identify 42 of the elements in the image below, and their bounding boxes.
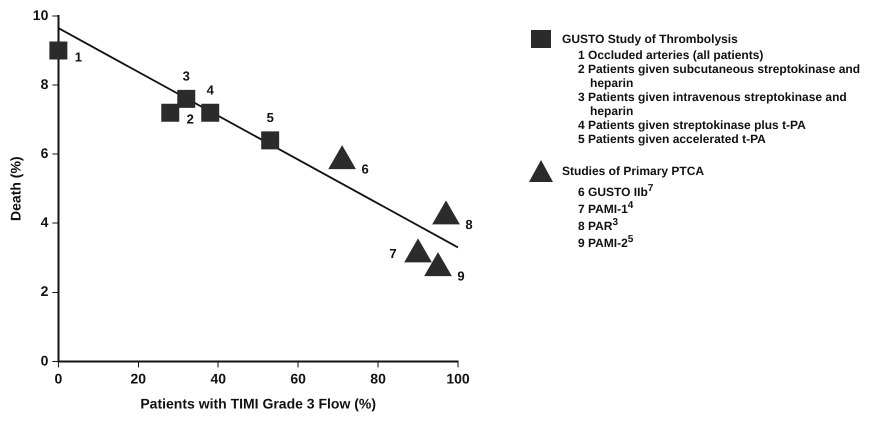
text: 6 GUSTO IIb$^{7}$ [578,182,654,199]
y-tick-label: 6 [40,145,49,162]
annotation: 1 [74,49,82,64]
text: 8 PAR$^{3}$ [578,216,620,233]
y-tick-label: 2 [40,283,49,300]
y-tick-label: 0 [40,352,49,368]
annotation: 6 [361,162,369,177]
y-tick-label: 10 [32,6,49,23]
point [261,131,280,150]
x-tick-label: 20 [130,370,146,387]
text: 2 Patients given subcutaneous streptokinase and heparin [578,62,862,90]
point [432,200,460,224]
annotation: 3 [182,68,190,84]
x-axis-title: Patients with TIMI Grade 3 Flow (%) [140,395,376,412]
legend-label: Studies of Primary PTCA [562,164,704,178]
x-tick-label: 40 [210,370,226,387]
legend-label: GUSTO Study of Thrombolysis [562,32,738,46]
text: 1 Occluded arteries (all patients) [578,48,764,62]
point [49,42,68,60]
text: 9 PAMI-2$^{5}$ [578,233,634,250]
text: 7 PAMI-1$^{4}$ [578,199,634,216]
x-tick-label: 60 [290,370,306,387]
annotation: 5 [266,110,274,125]
annotation: 4 [206,82,215,98]
point [404,238,432,262]
annotation: 9 [457,268,465,284]
point [177,90,196,108]
text: 3 Patients given intravenous streptokinase and heparin [578,90,848,118]
x-tick-label: 80 [370,370,386,387]
annotation: 8 [465,216,473,232]
point [161,104,180,122]
y-tick-label: 4 [40,214,49,230]
x-tick-label: 0 [54,370,62,387]
text: 4 Patients given streptokinase plus t-PA [578,118,807,132]
y-axis-title: Death (%) [7,156,24,221]
annotation: 7 [389,246,397,261]
point [424,252,452,276]
y-tick-label: 8 [40,76,49,92]
text: 5 Patients given accelerated t-PA [578,132,767,146]
point [201,104,220,122]
annotation: 2 [186,111,194,126]
x-tick-label: 100 [446,370,470,387]
